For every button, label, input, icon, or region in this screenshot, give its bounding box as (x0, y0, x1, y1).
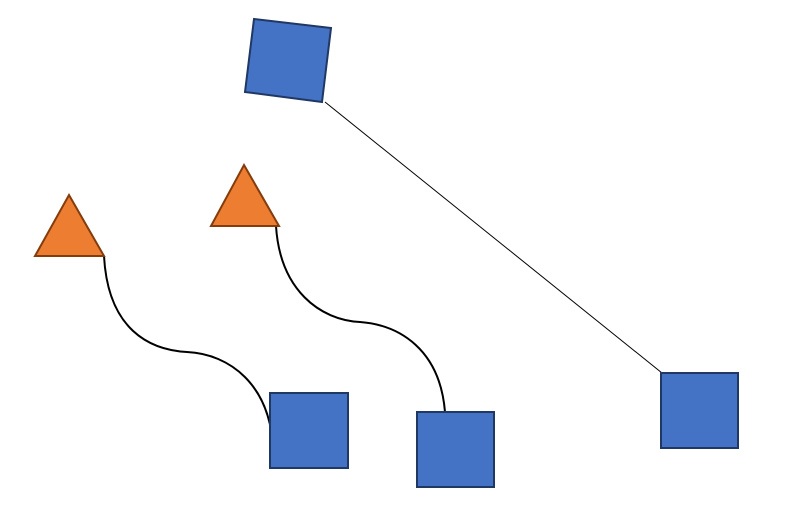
triangle-shape-left[interactable] (33, 192, 106, 257)
square-shape-bottom-middle[interactable] (416, 411, 495, 488)
square-shape-bottom-left[interactable] (269, 392, 349, 469)
rotated-square-shape[interactable] (243, 17, 333, 104)
curved-connector-middle[interactable] (275, 225, 446, 413)
straight-connector[interactable] (324, 101, 663, 374)
curved-connector-left[interactable] (103, 255, 274, 449)
square-shape-right[interactable] (660, 372, 739, 449)
triangle-shape-middle[interactable] (209, 162, 281, 227)
